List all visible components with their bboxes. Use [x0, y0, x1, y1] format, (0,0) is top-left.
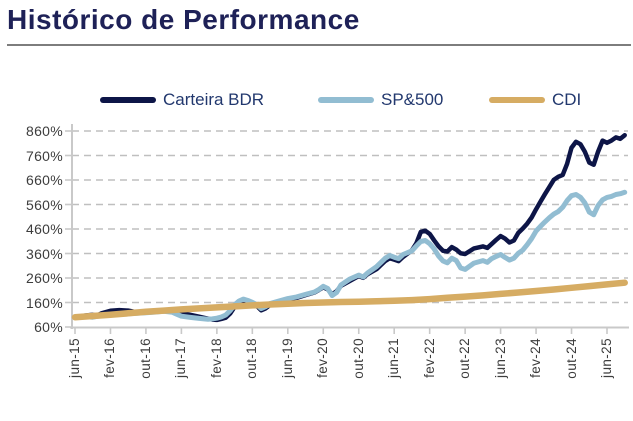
x-tick-label: jun-23	[492, 338, 508, 378]
legend-swatch	[489, 97, 545, 103]
legend-item-carteira-bdr: Carteira BDR	[100, 90, 264, 110]
y-tick-label: 360%	[25, 245, 63, 262]
y-tick-label: 160%	[25, 294, 63, 311]
x-tick-label: fev-20	[315, 338, 331, 378]
x-tick-label: fev-16	[102, 338, 118, 378]
legend-label: SP&500	[381, 90, 444, 109]
legend-item-cdi: CDI	[489, 90, 581, 110]
x-tick-label: out-16	[137, 338, 153, 379]
chart-legend: Carteira BDR SP&500 CDI	[0, 90, 633, 110]
x-tick-label: jun-25	[598, 338, 614, 378]
legend-label: CDI	[552, 90, 582, 109]
y-tick-label: 460%	[25, 221, 63, 237]
y-tick-label: 60%	[34, 319, 63, 335]
x-tick-label: jun-15	[67, 338, 82, 378]
x-tick-label: out-18	[244, 338, 260, 379]
page-title: Histórico de Performance	[7, 4, 360, 35]
y-tick-label: 560%	[25, 196, 63, 213]
title-underline	[7, 44, 631, 46]
legend-label: Carteira BDR	[163, 90, 265, 109]
x-tick-label: jun-21	[386, 338, 402, 378]
y-tick-label: 660%	[25, 172, 63, 188]
y-tick-label: 760%	[25, 147, 63, 164]
legend-swatch	[100, 97, 156, 103]
y-tick-label: 260%	[25, 270, 63, 286]
x-tick-label: out-24	[563, 338, 579, 379]
x-tick-label: fev-18	[208, 338, 224, 378]
x-tick-label: fev-24	[528, 338, 544, 378]
legend-swatch	[318, 97, 374, 103]
x-tick-label: out-22	[457, 338, 473, 379]
series-line-cdi	[71, 279, 628, 321]
x-tick-label: jun-19	[279, 338, 295, 378]
x-tick-label: jun-17	[173, 338, 189, 378]
legend-item-sp-500: SP&500	[318, 90, 443, 110]
y-tick-label: 860%	[25, 123, 63, 139]
series-line-sp-500	[72, 189, 628, 322]
x-tick-label: fev-22	[421, 338, 437, 378]
x-tick-label: out-20	[350, 338, 366, 379]
